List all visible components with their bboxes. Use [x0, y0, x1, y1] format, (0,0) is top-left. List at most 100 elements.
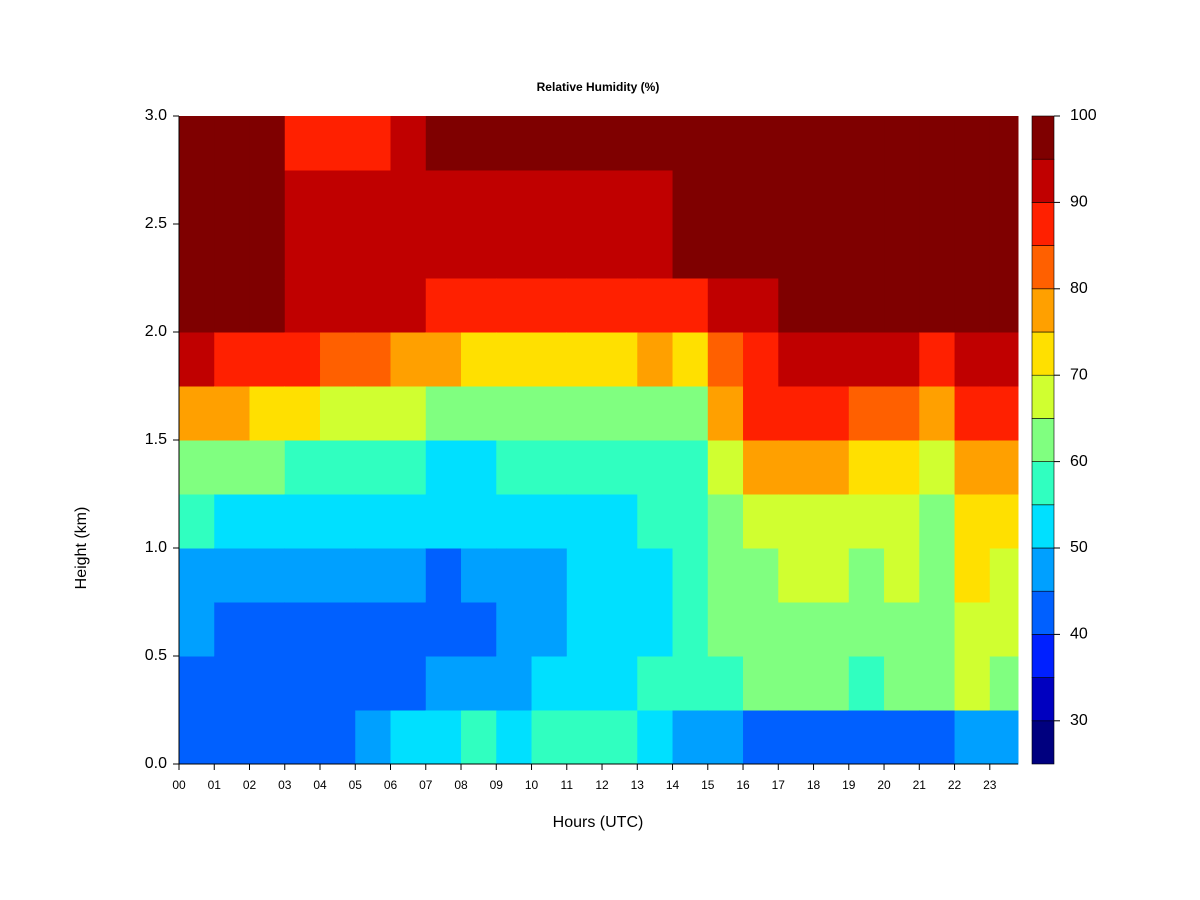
- y-tick-label: 2.0: [145, 323, 167, 340]
- heat-cell: [672, 710, 709, 765]
- heat-cell: [743, 710, 779, 765]
- heat-cell: [989, 332, 1019, 387]
- heat-cell: [531, 440, 568, 495]
- heat-cell: [390, 656, 427, 711]
- colorbar-band: [1031, 590, 1055, 635]
- heat-cell: [496, 332, 533, 387]
- heat-cell: [320, 494, 356, 549]
- heat-cell: [390, 170, 427, 225]
- heat-cell: [637, 278, 674, 333]
- heat-cell: [707, 170, 744, 225]
- heat-cell: [637, 224, 674, 279]
- heat-cell: [848, 116, 885, 171]
- heat-cell: [425, 602, 462, 657]
- heat-cell: [884, 440, 920, 495]
- heat-cell: [566, 386, 603, 441]
- heat-cell: [425, 386, 462, 441]
- heat-cell: [284, 224, 321, 279]
- heat-cell: [496, 494, 533, 549]
- heat-cell: [179, 386, 215, 441]
- heat-cell: [425, 224, 462, 279]
- heat-cell: [461, 224, 497, 279]
- x-tick-label: 20: [877, 778, 891, 792]
- heat-cell: [637, 548, 674, 603]
- heat-cell: [919, 494, 956, 549]
- heat-cell: [214, 656, 251, 711]
- heat-cell: [989, 602, 1019, 657]
- heat-cell: [954, 386, 991, 441]
- heat-cell: [602, 494, 638, 549]
- heat-cell: [989, 170, 1019, 225]
- heat-cell: [566, 224, 603, 279]
- heat-cell: [461, 116, 497, 171]
- heat-cell: [214, 440, 251, 495]
- colorbar-band: [1031, 547, 1055, 592]
- heat-cell: [531, 224, 568, 279]
- heat-cell: [179, 170, 215, 225]
- heat-cell: [461, 278, 497, 333]
- heat-cell: [919, 116, 956, 171]
- heat-cell: [531, 278, 568, 333]
- heat-cell: [743, 386, 779, 441]
- heat-cell: [707, 602, 744, 657]
- colorbar-band: [1031, 158, 1055, 203]
- heat-cell: [284, 386, 321, 441]
- heat-cell: [954, 602, 991, 657]
- colorbar-band: [1031, 331, 1055, 376]
- x-tick-label: 21: [913, 778, 927, 792]
- heat-cell: [989, 710, 1019, 765]
- heat-cell: [743, 440, 779, 495]
- heat-cell: [425, 440, 462, 495]
- heat-cell: [320, 116, 356, 171]
- heat-cell: [320, 332, 356, 387]
- heat-cell: [249, 278, 286, 333]
- heat-cell: [390, 548, 427, 603]
- heat-cell: [284, 548, 321, 603]
- heat-cell: [672, 656, 709, 711]
- x-tick-label: 09: [490, 778, 504, 792]
- heat-cell: [707, 548, 744, 603]
- heat-cell: [707, 224, 744, 279]
- x-tick-label: 23: [983, 778, 997, 792]
- heat-cell: [461, 332, 497, 387]
- heat-cell: [425, 494, 462, 549]
- heat-cell: [848, 278, 885, 333]
- heat-cell: [778, 548, 815, 603]
- heat-cell: [778, 710, 815, 765]
- heat-cell: [425, 710, 462, 765]
- heat-cell: [919, 602, 956, 657]
- heat-cell: [531, 602, 568, 657]
- heat-cell: [778, 494, 815, 549]
- heat-cell: [355, 710, 392, 765]
- y-axis-label: Height (km): [73, 507, 90, 590]
- heat-cell: [707, 710, 744, 765]
- heat-cell: [214, 710, 251, 765]
- heat-cell: [531, 548, 568, 603]
- colorbar-band: [1031, 245, 1055, 290]
- heat-cell: [214, 278, 251, 333]
- heat-cell: [884, 656, 920, 711]
- heat-cell: [989, 386, 1019, 441]
- heat-cell: [355, 548, 392, 603]
- heat-cell: [602, 656, 638, 711]
- x-axis-label: Hours (UTC): [553, 814, 644, 831]
- heat-cell: [848, 224, 885, 279]
- heat-cell: [249, 224, 286, 279]
- heat-cell: [989, 494, 1019, 549]
- colorbar-band: [1031, 504, 1055, 549]
- heat-cell: [707, 494, 744, 549]
- x-tick-label: 10: [525, 778, 539, 792]
- heat-cell: [778, 278, 815, 333]
- heat-cell: [531, 710, 568, 765]
- heat-cell: [566, 494, 603, 549]
- heat-cell: [566, 116, 603, 171]
- heat-cell: [672, 278, 709, 333]
- colorbar-band: [1031, 418, 1055, 462]
- heat-cell: [531, 656, 568, 711]
- heat-cell: [954, 440, 991, 495]
- heat-cell: [743, 116, 779, 171]
- heat-cell: [531, 386, 568, 441]
- heat-cell: [214, 494, 251, 549]
- heat-cell: [179, 224, 215, 279]
- heat-cell: [320, 386, 356, 441]
